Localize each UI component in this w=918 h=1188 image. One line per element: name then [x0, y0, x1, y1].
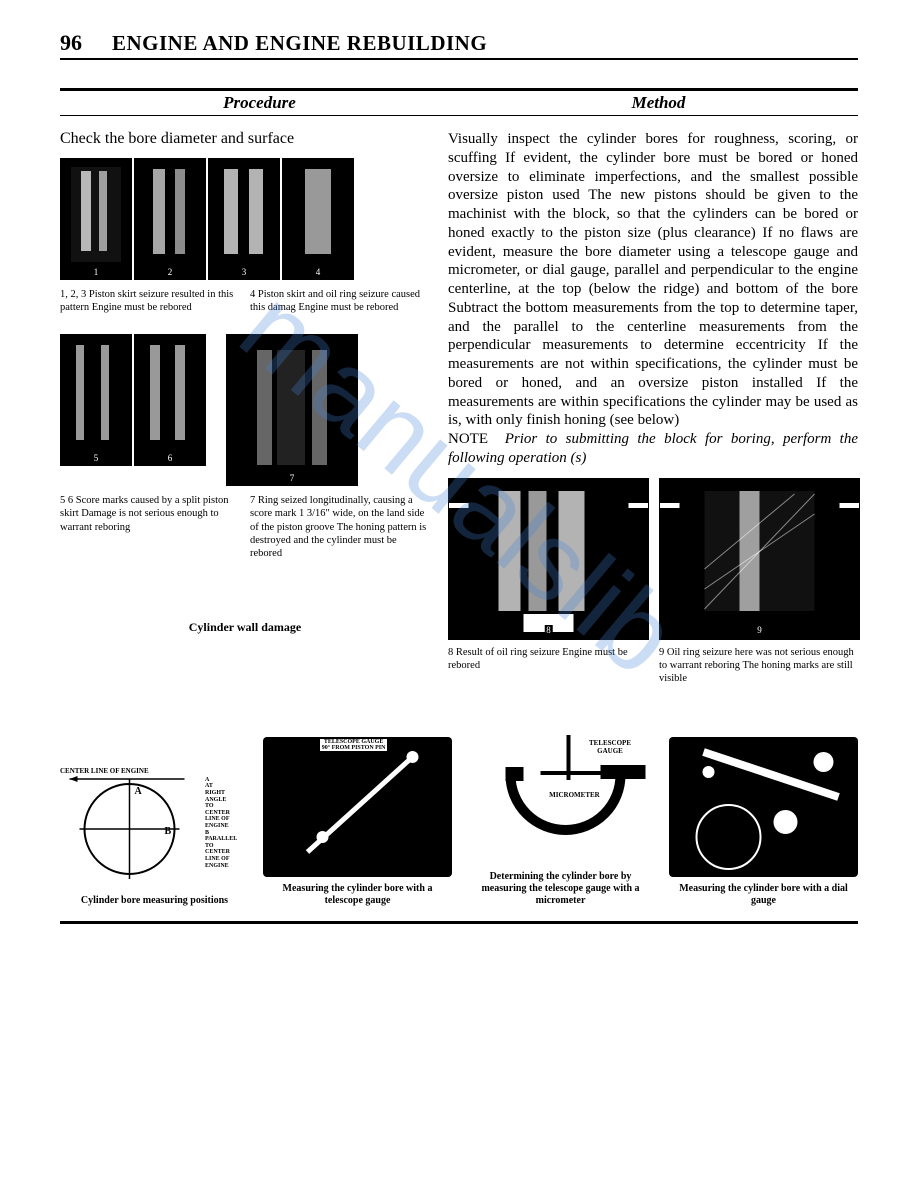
bottom-caption: Measuring the cylinder bore with a teles… [263, 883, 452, 907]
method-body-text: Visually inspect the cylinder bores for … [448, 130, 858, 468]
figure-caption: 7 Ring seized longitudinally, causing a … [250, 494, 430, 560]
column-header-method: Method [459, 91, 858, 115]
figure-caption: 8 Result of oil ring seizure Engine must… [448, 646, 647, 672]
procedure-column: Check the bore diameter and surface 1 2 … [60, 130, 430, 685]
diagram-telescope-gauge: TELESCOPE GAUGE 90° FROM PISTON PIN [263, 737, 452, 877]
bottom-figure-2: TELESCOPE GAUGE 90° FROM PISTON PIN Meas… [263, 737, 452, 907]
page-title: ENGINE AND ENGINE REBUILDING [112, 31, 487, 56]
figure-row-1: 1 2 3 4 [60, 158, 430, 280]
method-body: Visually inspect the cylinder bores for … [448, 131, 858, 428]
figure-number: 4 [314, 267, 323, 277]
method-figure-8: 8 8 Result of oil ring seizure Engine mu… [448, 478, 647, 685]
cylinder-figure: 4 [282, 158, 354, 280]
svg-text:B: B [165, 826, 172, 837]
side-labels: A AT RIGHT ANGLE TO CENTER LINE OF ENGIN… [205, 777, 247, 869]
cylinder-figure: 6 [134, 334, 206, 466]
figure-caption: 9 Oil ring seizure here was not serious … [659, 646, 858, 685]
cylinder-figure: 7 [226, 334, 358, 486]
cylinder-figure: 9 [659, 478, 860, 640]
note-body: Prior to submitting the block for boring… [448, 431, 858, 466]
caption-row-1: 1, 2, 3 Piston skirt seizure resulted in… [60, 288, 430, 314]
diagram-dial-gauge [669, 737, 858, 877]
figure-caption: 4 Piston skirt and oil ring seizure caus… [250, 288, 430, 314]
figure-number: 5 [92, 453, 101, 463]
cylinder-wall-damage-label: Cylinder wall damage [60, 620, 430, 635]
figure-row-2: 5 6 7 [60, 334, 430, 486]
column-header-row: Procedure Method [60, 88, 858, 116]
figure-number: 7 [288, 473, 297, 483]
bottom-caption: Cylinder bore measuring positions [60, 895, 249, 907]
diagram-micrometer: TELESCOPE GAUGE MICROMETER [466, 725, 655, 865]
page-header: 96 ENGINE AND ENGINE REBUILDING [60, 30, 858, 60]
method-column: Visually inspect the cylinder bores for … [448, 130, 858, 685]
figure-caption: 1, 2, 3 Piston skirt seizure resulted in… [60, 288, 240, 314]
figure-number: 8 [544, 625, 553, 636]
cylinder-figure: 8 [448, 478, 649, 640]
centerline-arrow-label: CENTER LINE OF ENGINE [60, 767, 149, 775]
telescope-label: TELESCOPE GAUGE [589, 739, 631, 755]
cylinder-figure: 5 [60, 334, 132, 466]
bottom-caption: Determining the cylinder bore by measuri… [466, 871, 655, 907]
cylinder-figure: 2 [134, 158, 206, 280]
figure-number: 2 [166, 267, 175, 277]
page: manualslib 96 ENGINE AND ENGINE REBUILDI… [0, 0, 918, 964]
method-figure-9: 9 9 Oil ring seizure here was not seriou… [659, 478, 858, 685]
page-number: 96 [60, 30, 82, 56]
cylinder-figure: 1 [60, 158, 132, 280]
bottom-figure-4: Measuring the cylinder bore with a dial … [669, 737, 858, 907]
figure-pair-56: 5 6 [60, 334, 206, 466]
cylinder-figure: 3 [208, 158, 280, 280]
figure-number: 3 [240, 267, 249, 277]
figure-caption: 5 6 Score marks caused by a split piston… [60, 494, 240, 560]
bottom-figures-row: CENTER LINE OF ENGINE A B A AT RIGHT ANG… [60, 725, 858, 907]
bottom-caption: Measuring the cylinder bore with a dial … [669, 883, 858, 907]
figure-number: 1 [92, 267, 101, 277]
micrometer-label: MICROMETER [549, 791, 600, 799]
telescope-gauge-label: TELESCOPE GAUGE 90° FROM PISTON PIN [320, 739, 388, 751]
figure-number: 9 [755, 625, 764, 636]
figure-number: 6 [166, 453, 175, 463]
method-figure-row: 8 8 Result of oil ring seizure Engine mu… [448, 478, 858, 685]
caption-row-2: 5 6 Score marks caused by a split piston… [60, 494, 430, 560]
procedure-title: Check the bore diameter and surface [60, 130, 430, 148]
diagram-measuring-positions: CENTER LINE OF ENGINE A B A AT RIGHT ANG… [60, 749, 249, 889]
content-area: Check the bore diameter and surface 1 2 … [60, 130, 858, 685]
bottom-figure-1: CENTER LINE OF ENGINE A B A AT RIGHT ANG… [60, 749, 249, 907]
note-prefix: NOTE [448, 431, 488, 447]
svg-text:A: A [135, 786, 143, 797]
column-header-procedure: Procedure [60, 91, 459, 115]
bottom-figures-section: CENTER LINE OF ENGINE A B A AT RIGHT ANG… [60, 725, 858, 924]
bottom-figure-3: TELESCOPE GAUGE MICROMETER Determining t… [466, 725, 655, 907]
